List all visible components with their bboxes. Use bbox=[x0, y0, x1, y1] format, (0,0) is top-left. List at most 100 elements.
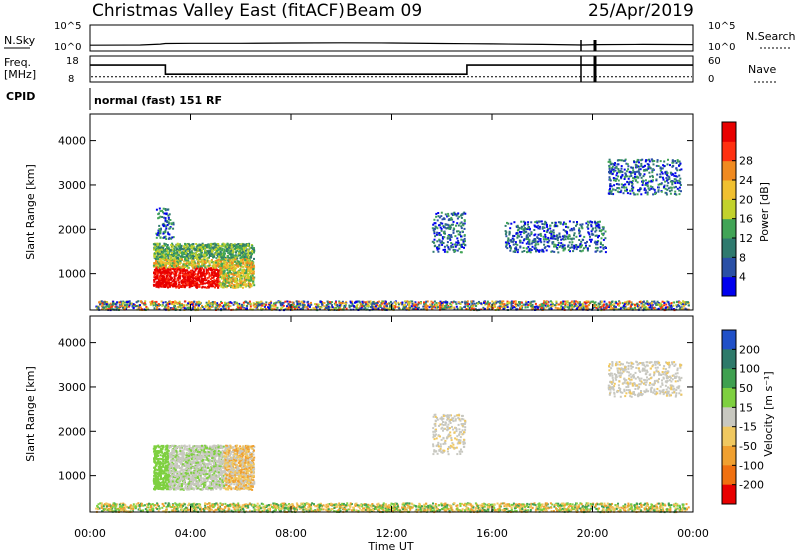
power-echo-0 bbox=[162, 282, 164, 285]
power-echo-3 bbox=[678, 180, 681, 183]
power-echo-3 bbox=[660, 182, 663, 185]
power-echo-0 bbox=[199, 269, 202, 271]
power-echo-0 bbox=[223, 269, 226, 272]
power-echo-0 bbox=[212, 276, 215, 279]
power-echo-0 bbox=[231, 261, 234, 264]
power-echo-4 bbox=[559, 222, 562, 225]
power-echo-4 bbox=[551, 242, 554, 245]
power-echo-0 bbox=[181, 255, 184, 258]
power-echo-0 bbox=[250, 266, 253, 269]
power-echo-4 bbox=[569, 250, 571, 253]
power-echo-4 bbox=[561, 243, 564, 246]
power-echo-0 bbox=[247, 266, 250, 269]
power-echo-4 bbox=[584, 242, 587, 244]
power-echo-0 bbox=[227, 244, 230, 247]
power-echo-4 bbox=[528, 228, 531, 231]
power-echo-5 bbox=[238, 302, 241, 305]
power-echo-2 bbox=[457, 224, 460, 227]
power-echo-4 bbox=[507, 238, 510, 241]
power-echo-0 bbox=[179, 272, 182, 275]
power-echo-5 bbox=[132, 306, 135, 309]
power-echo-5 bbox=[260, 300, 263, 303]
power-echo-0 bbox=[241, 252, 244, 255]
power-echo-0 bbox=[246, 253, 249, 256]
power-echo-5 bbox=[644, 302, 647, 305]
power-echo-0 bbox=[166, 246, 168, 248]
power-echo-4 bbox=[521, 250, 524, 253]
power-echo-0 bbox=[157, 245, 160, 248]
power-echo-5 bbox=[96, 308, 99, 311]
power-echo-0 bbox=[213, 255, 216, 258]
power-echo-0 bbox=[163, 273, 166, 276]
power-echo-5 bbox=[426, 304, 429, 307]
power-echo-2 bbox=[446, 241, 449, 244]
power-echo-5 bbox=[217, 308, 220, 311]
power-echo-4 bbox=[586, 249, 589, 252]
power-echo-3 bbox=[655, 164, 658, 167]
power-echo-0 bbox=[204, 282, 206, 285]
power-echo-2 bbox=[457, 241, 459, 244]
power-echo-5 bbox=[109, 307, 112, 310]
power-echo-0 bbox=[247, 262, 250, 265]
power-echo-5 bbox=[531, 307, 534, 310]
power-echo-5 bbox=[388, 306, 391, 309]
power-echo-5 bbox=[486, 307, 489, 310]
power-echo-4 bbox=[522, 229, 525, 232]
power-echo-0 bbox=[184, 247, 187, 250]
power-echo-0 bbox=[217, 264, 220, 267]
power-echo-0 bbox=[176, 257, 179, 260]
power-echo-3 bbox=[659, 160, 662, 163]
power-echo-3 bbox=[680, 168, 683, 171]
power-echo-2 bbox=[443, 250, 446, 253]
power-echo-4 bbox=[578, 227, 581, 230]
power-echo-2 bbox=[463, 219, 466, 222]
power-echo-0 bbox=[175, 262, 178, 265]
power-echo-5 bbox=[274, 302, 276, 305]
power-echo-2 bbox=[449, 237, 451, 240]
power-echo-0 bbox=[227, 273, 230, 276]
power-echo-0 bbox=[180, 265, 183, 268]
power-echo-0 bbox=[186, 264, 189, 267]
power-echo-1 bbox=[169, 219, 172, 221]
power-echo-0 bbox=[201, 263, 204, 266]
power-echo-0 bbox=[184, 282, 187, 285]
power-echo-0 bbox=[197, 255, 200, 257]
power-echo-0 bbox=[196, 286, 198, 288]
power-echo-5 bbox=[587, 304, 590, 307]
power-echo-5 bbox=[290, 305, 293, 308]
power-echo-0 bbox=[224, 267, 227, 270]
power-echo-0 bbox=[195, 278, 198, 281]
power-echo-0 bbox=[152, 264, 155, 267]
power-echo-0 bbox=[226, 243, 229, 246]
power-echo-0 bbox=[243, 245, 246, 248]
power-echo-5 bbox=[532, 300, 535, 303]
power-echo-3 bbox=[678, 186, 681, 189]
power-echo-1 bbox=[163, 236, 166, 239]
power-echo-2 bbox=[436, 240, 439, 243]
power-echo-4 bbox=[586, 247, 589, 250]
power-echo-3 bbox=[674, 178, 677, 181]
power-echo-3 bbox=[633, 175, 636, 178]
power-echo-2 bbox=[438, 232, 441, 235]
power-echo-0 bbox=[170, 267, 173, 270]
power-echo-0 bbox=[226, 278, 229, 281]
power-echo-0 bbox=[211, 273, 213, 276]
power-echo-4 bbox=[537, 240, 540, 243]
power-echo-2 bbox=[440, 211, 443, 214]
power-echo-0 bbox=[224, 284, 227, 287]
power-echo-5 bbox=[568, 304, 571, 307]
power-echo-0 bbox=[156, 249, 159, 252]
power-echo-5 bbox=[408, 305, 411, 307]
power-echo-3 bbox=[613, 164, 616, 167]
power-echo-0 bbox=[225, 286, 228, 289]
power-echo-0 bbox=[197, 284, 200, 287]
power-echo-0 bbox=[188, 262, 191, 265]
power-echo-1 bbox=[164, 208, 167, 210]
power-echo-4 bbox=[553, 225, 556, 228]
power-echo-5 bbox=[112, 300, 115, 303]
power-echo-4 bbox=[550, 250, 553, 253]
power-echo-0 bbox=[223, 261, 225, 264]
power-echo-0 bbox=[156, 244, 159, 247]
power-echo-0 bbox=[188, 248, 191, 251]
freq-label-top: Freq. bbox=[4, 56, 31, 69]
